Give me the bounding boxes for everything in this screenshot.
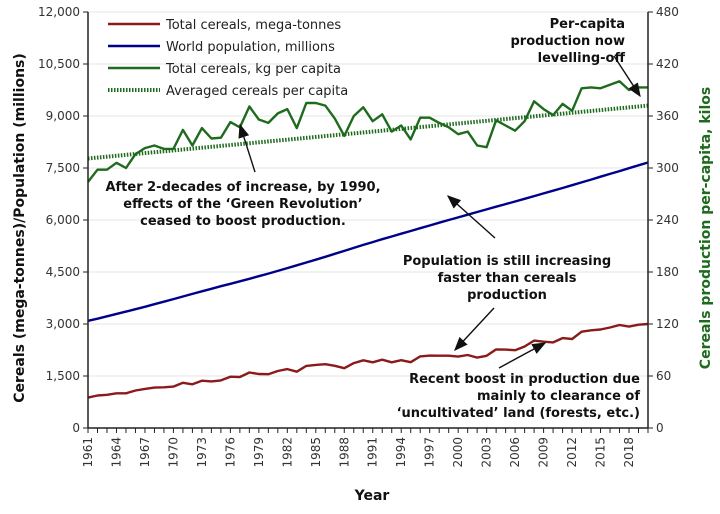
annotations: After 2-decades of increase, by 1990, eff… (105, 17, 641, 421)
x-tick-label: 1970 (166, 437, 180, 468)
annotation-arrow-population-faster (446, 195, 496, 239)
y-right-tick-label: 120 (656, 317, 679, 331)
y-left-tick-label: 7,500 (46, 161, 80, 175)
x-tick-label: 2003 (480, 437, 494, 468)
y-right-tick-label: 300 (656, 161, 679, 175)
y-right-tick-label: 240 (656, 213, 679, 227)
y-left-tick-label: 3,000 (46, 317, 80, 331)
y-right-tick-label: 420 (656, 57, 679, 71)
y-right-tick-label: 480 (656, 5, 679, 19)
annotation-text-levelling-off: levelling-off (538, 51, 626, 66)
y-axis-left-title: Cereals (mega-tonnes)/Population (millio… (12, 53, 28, 403)
annotation-arrow-levelling-off (613, 55, 641, 98)
annotation-arrow-green-revolution (238, 123, 256, 173)
legend-label: Averaged cereals per capita (166, 84, 348, 99)
y-left-tick-label: 9,000 (46, 109, 80, 123)
series-line-0 (87, 322, 649, 399)
annotation-text-levelling-off: Per-capita (550, 17, 625, 32)
annotation-text-population-faster: Population is still increasing (403, 254, 611, 269)
y-right-tick-label: 0 (656, 421, 664, 435)
x-tick-label: 1973 (195, 437, 209, 468)
annotation-arrow-population-faster (454, 307, 495, 352)
legend-label: Total cereals, mega-tonnes (165, 18, 341, 33)
y-right-tick-label: 180 (656, 265, 679, 279)
y-left-tick-label: 1,500 (46, 369, 80, 383)
y-left-tick-label: 12,000 (38, 5, 80, 19)
y-right-tick-label: 360 (656, 109, 679, 123)
x-tick-label: 1976 (223, 437, 237, 468)
x-tick-label: 2012 (565, 437, 579, 468)
annotation-text-recent-boost: Recent boost in production due (409, 372, 640, 387)
x-tick-label: 1964 (109, 437, 123, 468)
x-tick-label: 1982 (280, 437, 294, 468)
annotation-text-population-faster: faster than cereals (438, 271, 577, 286)
x-tick-label: 1961 (81, 437, 95, 468)
axes: 0 1,500 3,000 4,500 6,000 7,500 9,000 10,500 12,… (38, 5, 679, 468)
x-tick-label: 2009 (537, 437, 551, 468)
x-tick-label: 1988 (337, 437, 351, 468)
x-tick-label: 2015 (594, 437, 608, 468)
annotation-text-population-faster: production (467, 288, 547, 303)
annotation-text-recent-boost: mainly to clearance of (477, 389, 640, 404)
y-left-tick-label: 10,500 (38, 57, 80, 71)
legend: Total cereals, mega-tonnes World populati… (108, 18, 348, 99)
series-line-3 (87, 103, 649, 161)
x-tick-label: 1997 (423, 437, 437, 468)
grid (88, 11, 648, 429)
series-line-1 (87, 161, 649, 322)
annotation-text-recent-boost: ‘uncultivated’ land (forests, etc.) (397, 406, 640, 421)
x-tick-label: 2000 (451, 437, 465, 468)
legend-label: Total cereals, kg per capita (165, 62, 341, 77)
x-axis-title: Year (354, 488, 390, 504)
x-tick-label: 1991 (366, 437, 380, 468)
y-axis-right-title: Cereals production per-capita, kilos (698, 87, 714, 369)
annotation-text-green-revolution: ceased to boost production. (140, 214, 346, 229)
y-left-tick-label: 0 (72, 421, 80, 435)
annotation-text-green-revolution: effects of the ‘Green Revolution’ (123, 197, 362, 212)
y-right-tick-label: 60 (656, 369, 671, 383)
x-tick-label: 1985 (309, 437, 323, 468)
x-tick-label: 2006 (508, 437, 522, 468)
series-layer (87, 80, 649, 399)
y-left-tick-label: 4,500 (46, 265, 80, 279)
x-tick-label: 2018 (622, 437, 636, 468)
legend-label: World population, millions (166, 40, 335, 55)
x-tick-label: 1994 (394, 437, 408, 468)
x-tick-label: 1967 (138, 437, 152, 468)
annotation-arrow-recent-boost (498, 342, 547, 369)
annotation-text-levelling-off: production now (511, 34, 626, 49)
annotation-text-green-revolution: After 2-decades of increase, by 1990, (105, 180, 380, 195)
x-tick-label: 1979 (252, 437, 266, 468)
y-left-tick-label: 6,000 (46, 213, 80, 227)
